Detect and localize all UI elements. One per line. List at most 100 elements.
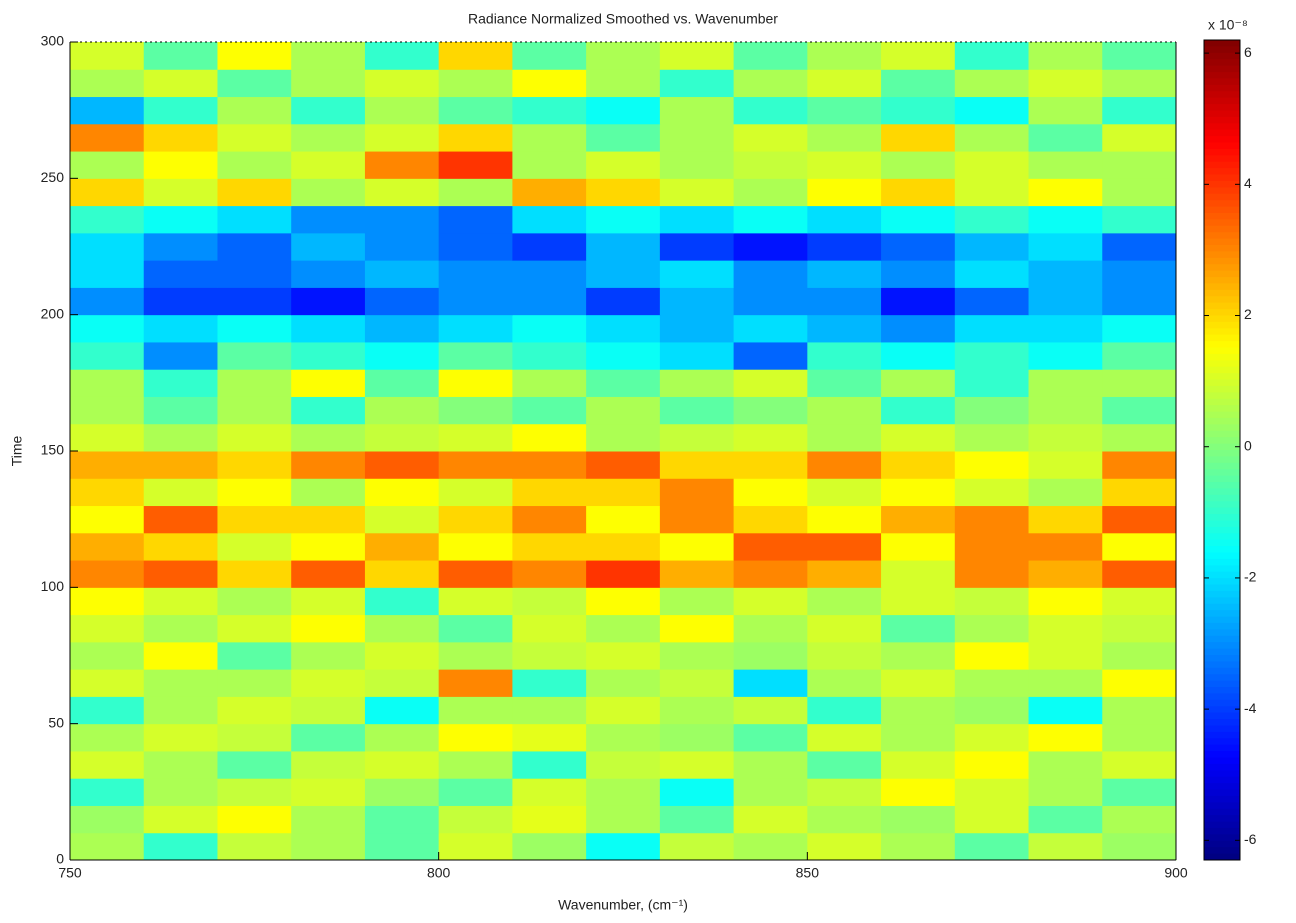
heatmap-cell bbox=[954, 614, 1030, 643]
heatmap-cell bbox=[807, 42, 882, 70]
heatmap-cell bbox=[733, 396, 808, 425]
heatmap-cell bbox=[586, 641, 661, 670]
heatmap-cell bbox=[1102, 505, 1177, 534]
colorbar-swatch bbox=[1204, 789, 1240, 797]
heatmap-cell bbox=[954, 778, 1030, 806]
heatmap-cell bbox=[807, 423, 882, 452]
heatmap-cell bbox=[1028, 614, 1103, 643]
heatmap-cell bbox=[364, 750, 440, 779]
heatmap-cell bbox=[659, 96, 735, 125]
heatmap-cell bbox=[143, 587, 218, 616]
colorbar-swatch bbox=[1204, 590, 1240, 598]
colorbar-swatch bbox=[1204, 296, 1240, 304]
heatmap-cell bbox=[143, 42, 218, 70]
heatmap-cell bbox=[291, 478, 366, 507]
heatmap-cell bbox=[586, 369, 661, 397]
heatmap-cell bbox=[364, 369, 440, 397]
colorbar-swatch bbox=[1204, 482, 1240, 489]
colorbar-swatch bbox=[1204, 289, 1240, 297]
heatmap-cell bbox=[1102, 341, 1177, 370]
heatmap-cell bbox=[586, 478, 661, 507]
colorbar-swatch bbox=[1204, 687, 1240, 694]
heatmap-cell bbox=[291, 341, 366, 370]
heatmap-cell bbox=[70, 505, 145, 534]
heatmap-cell bbox=[1102, 205, 1177, 234]
heatmap-cell bbox=[364, 641, 440, 670]
heatmap-cell bbox=[659, 178, 735, 207]
heatmap-cell bbox=[954, 69, 1030, 98]
x-tick-label: 800 bbox=[427, 865, 451, 881]
heatmap-cell bbox=[438, 832, 513, 861]
colorbar-swatch bbox=[1204, 52, 1240, 60]
colorbar-swatch bbox=[1204, 315, 1240, 323]
heatmap-cell bbox=[659, 341, 735, 370]
colorbar-swatch bbox=[1204, 546, 1240, 553]
heatmap-cell bbox=[586, 96, 661, 125]
chart-title: Radiance Normalized Smoothed vs. Wavenum… bbox=[468, 11, 778, 27]
colorbar-swatch bbox=[1204, 751, 1240, 758]
heatmap-cell bbox=[364, 451, 440, 479]
colorbar-swatch bbox=[1204, 104, 1240, 111]
heatmap-cell bbox=[807, 451, 882, 479]
heatmap-cell bbox=[1102, 314, 1177, 343]
heatmap-cell bbox=[659, 396, 735, 425]
heatmap-cell bbox=[807, 478, 882, 507]
heatmap-cell bbox=[1102, 287, 1177, 316]
heatmap-cell bbox=[881, 96, 956, 125]
heatmap-cell bbox=[512, 260, 587, 288]
heatmap-cell bbox=[143, 396, 218, 425]
heatmap-cell bbox=[291, 805, 366, 834]
heatmap-cell bbox=[1028, 669, 1103, 697]
heatmap-cell bbox=[512, 478, 587, 507]
heatmap-cell bbox=[1028, 151, 1103, 179]
heatmap-cell bbox=[70, 614, 145, 643]
heatmap-cell bbox=[217, 178, 292, 207]
heatmap-cell bbox=[954, 96, 1030, 125]
colorbar-tick-label: -6 bbox=[1244, 831, 1257, 847]
heatmap-cell bbox=[438, 396, 513, 425]
heatmap-cell bbox=[438, 723, 513, 752]
heatmap-cell bbox=[733, 723, 808, 752]
colorbar-swatch bbox=[1204, 405, 1240, 413]
colorbar-swatch bbox=[1204, 738, 1240, 746]
colorbar-swatch bbox=[1204, 200, 1240, 208]
heatmap-cell bbox=[512, 232, 587, 261]
colorbar-swatch bbox=[1204, 558, 1240, 566]
heatmap-cell bbox=[438, 341, 513, 370]
colorbar-swatch bbox=[1204, 238, 1240, 246]
heatmap-cell bbox=[217, 232, 292, 261]
colorbar-swatch bbox=[1204, 232, 1240, 240]
heatmap-cell bbox=[954, 205, 1030, 234]
heatmap-cell bbox=[217, 451, 292, 479]
heatmap-cell bbox=[512, 287, 587, 316]
colorbar-swatch bbox=[1204, 469, 1240, 477]
heatmap-cell bbox=[1028, 396, 1103, 425]
heatmap-cell bbox=[512, 123, 587, 152]
colorbar-swatch bbox=[1204, 84, 1240, 92]
heatmap-cell bbox=[1028, 42, 1103, 70]
colorbar-swatch bbox=[1204, 341, 1240, 348]
heatmap-cell bbox=[512, 614, 587, 643]
y-axis-label: Time bbox=[9, 435, 25, 466]
heatmap-cell bbox=[70, 641, 145, 670]
heatmap-cell bbox=[364, 532, 440, 561]
heatmap-cell bbox=[733, 669, 808, 697]
heatmap-cell bbox=[1102, 641, 1177, 670]
heatmap-cell bbox=[217, 832, 292, 861]
heatmap-cell bbox=[586, 151, 661, 179]
heatmap-cell bbox=[70, 560, 145, 588]
heatmap-cell bbox=[291, 287, 366, 316]
heatmap-cell bbox=[70, 314, 145, 343]
heatmap-cell bbox=[291, 669, 366, 697]
heatmap-cell bbox=[217, 587, 292, 616]
heatmap-cell bbox=[364, 805, 440, 834]
heatmap-cell bbox=[586, 341, 661, 370]
heatmap-cell bbox=[733, 287, 808, 316]
colorbar-swatch bbox=[1204, 174, 1240, 182]
heatmap-cell bbox=[217, 560, 292, 588]
colorbar-swatch bbox=[1204, 78, 1240, 86]
heatmap-cell bbox=[954, 151, 1030, 179]
heatmap-cell bbox=[291, 69, 366, 98]
heatmap-cell bbox=[438, 505, 513, 534]
heatmap-cell bbox=[733, 260, 808, 288]
